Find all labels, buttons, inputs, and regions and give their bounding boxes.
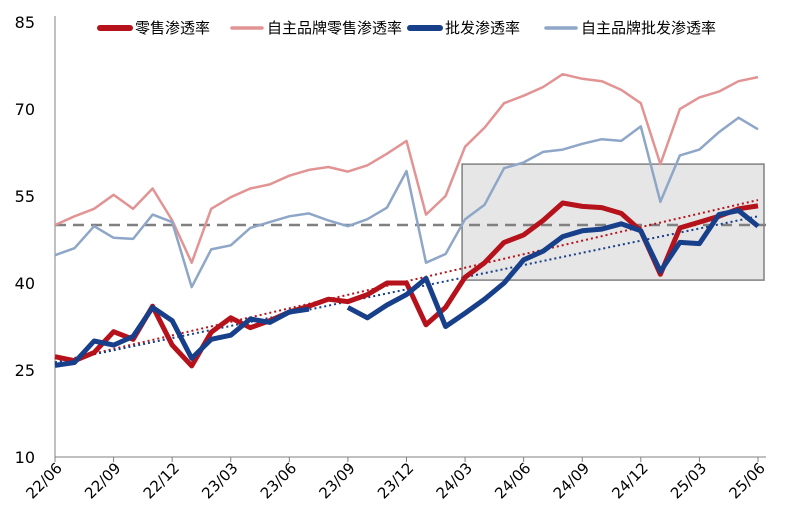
series-layer: [54, 72, 760, 369]
y-tick-label: 70: [15, 100, 35, 119]
x-tick-label: 25/03: [667, 459, 710, 502]
x-tick-label: 23/09: [315, 459, 358, 502]
legend-label: 零售渗透率: [135, 19, 210, 37]
y-tick-label: 55: [15, 187, 35, 206]
y-tick-label: 40: [15, 274, 35, 293]
x-tick-label: 23/12: [374, 459, 417, 502]
legend: 零售渗透率 自主品牌零售渗透率 批发渗透率 自主品牌批发渗透率: [97, 19, 716, 37]
y-tick-label: 25: [15, 361, 35, 380]
trendline: [54, 215, 759, 364]
y-tick-label: 85: [15, 13, 35, 32]
highlight-box: [461, 163, 765, 281]
series-line: [54, 208, 760, 368]
legend-label: 批发渗透率: [445, 19, 520, 37]
x-tick-label: 23/06: [257, 459, 300, 502]
highlight-box-layer: [461, 163, 765, 281]
y-tick-label: 10: [15, 448, 35, 467]
x-tick-label: 22/12: [140, 459, 183, 502]
legend-label: 自主品牌零售渗透率: [267, 19, 402, 37]
series-line: [54, 116, 759, 289]
series-line: [54, 72, 759, 264]
x-tick-label: 24/12: [608, 459, 651, 502]
x-tick-label: 22/09: [81, 459, 124, 502]
x-tick-label: 25/06: [726, 459, 769, 502]
x-tick-label: 24/03: [433, 459, 476, 502]
x-tick-label: 24/06: [491, 459, 534, 502]
legend-label: 自主品牌批发渗透率: [581, 19, 716, 37]
x-tick-label: 23/03: [198, 459, 241, 502]
x-tick-label: 24/09: [550, 459, 593, 502]
